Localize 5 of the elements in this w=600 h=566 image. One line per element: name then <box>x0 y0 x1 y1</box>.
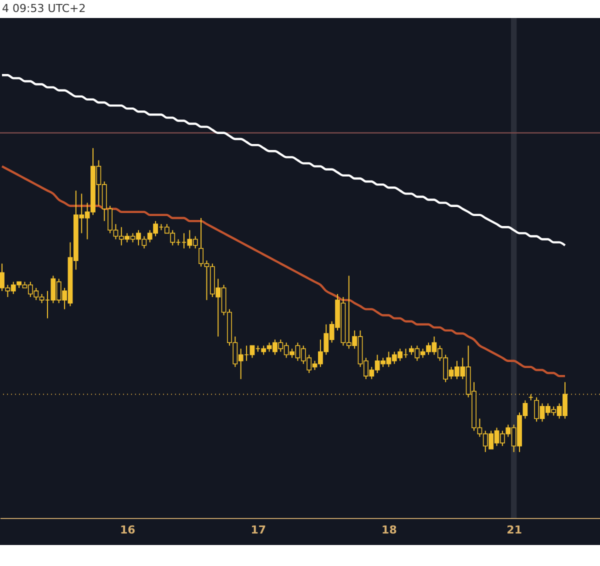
text: 4 09:53 UTC+2 <box>2 2 86 15</box>
x-tick-label: 18 <box>382 524 397 536</box>
x-tick-label: 21 <box>506 524 522 536</box>
x-tick-label: 17 <box>250 524 266 536</box>
x-tick-label: 16 <box>120 524 136 536</box>
